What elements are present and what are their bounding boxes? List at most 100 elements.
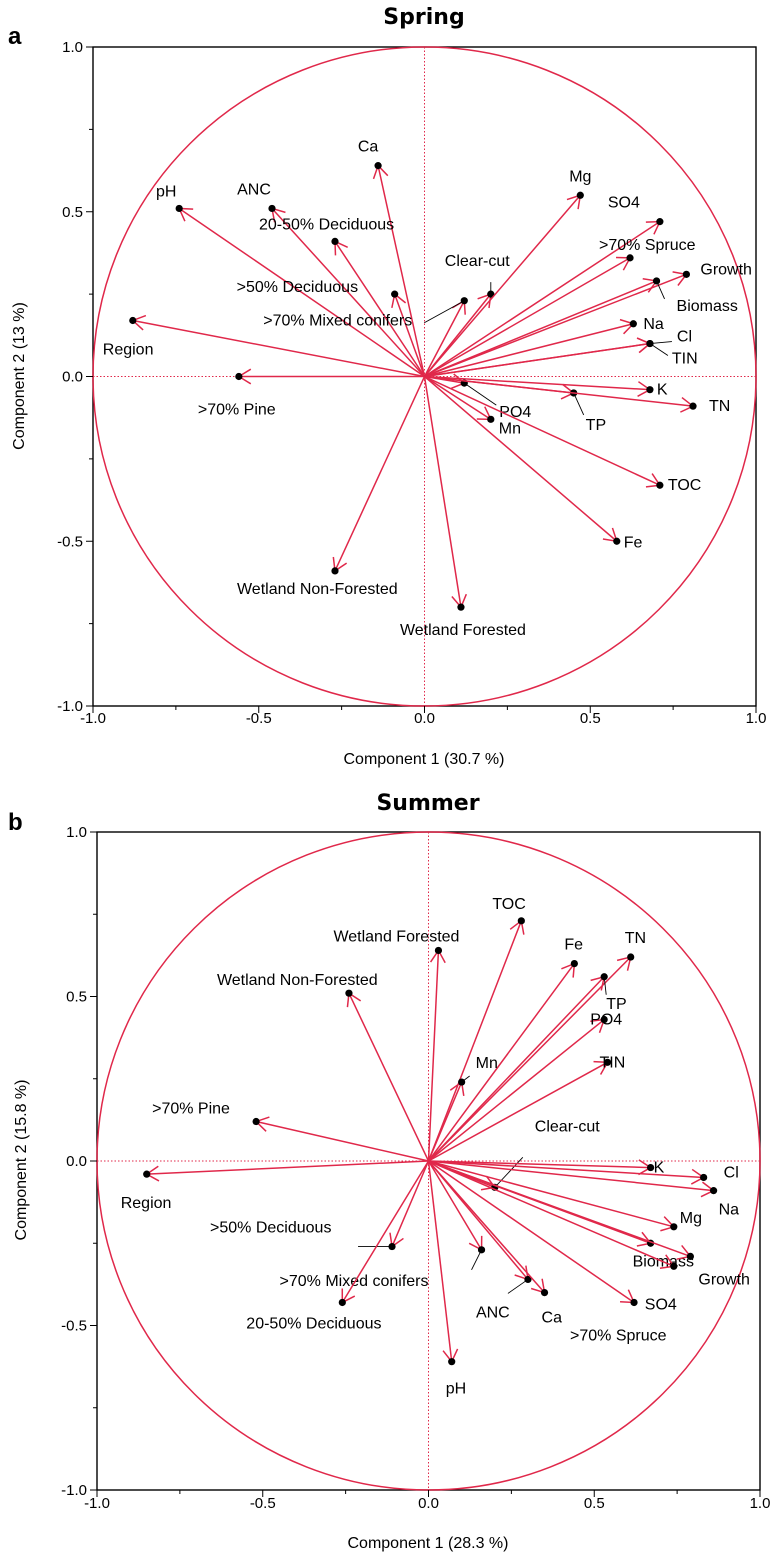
point-mn	[487, 415, 495, 423]
vector-k	[424, 375, 650, 391]
label-k: K	[654, 1160, 665, 1177]
x-tick-label: 0.5	[584, 1495, 605, 1512]
label-gt70pct-pine: >70% Pine	[152, 1101, 230, 1118]
point-ca	[540, 1289, 549, 1297]
point-gt70pct-pine	[252, 1117, 260, 1126]
x-tick-label: -1.0	[84, 1495, 110, 1512]
point-k	[646, 386, 654, 394]
vector-na	[424, 323, 634, 378]
label-cl: Cl	[677, 329, 692, 346]
label-ca: Ca	[358, 139, 379, 156]
x-tick-label: -0.5	[250, 1495, 276, 1512]
vector-gt70pct-spruce	[424, 257, 631, 378]
point-ph	[448, 1358, 456, 1366]
label-region: Region	[121, 1195, 172, 1212]
point-wetland-non-forested	[345, 989, 353, 997]
point-mg	[670, 1223, 678, 1231]
label-20-50pct-deciduous: 20-50% Deciduous	[246, 1315, 381, 1332]
x-tick-label: 1.0	[750, 1495, 771, 1512]
leader-biomass	[656, 280, 665, 300]
point-gt70pct-pine	[235, 372, 243, 381]
point-mg	[576, 191, 584, 199]
leader-tp	[573, 392, 585, 416]
label-so4: SO4	[608, 195, 640, 212]
leader-tin	[649, 343, 669, 356]
label-wetland-forested: Wetland Forested	[333, 928, 459, 945]
vector-ca	[377, 165, 426, 377]
point-wetland-forested	[434, 946, 443, 955]
point-anc	[268, 204, 276, 213]
point-growth	[682, 270, 690, 278]
vector-fe	[427, 963, 575, 1162]
label-tp: TP	[586, 417, 606, 434]
label-ca: Ca	[542, 1310, 563, 1327]
vector-tn	[424, 375, 694, 407]
vector-so4	[428, 1160, 675, 1267]
y-tick-label: -1.0	[61, 1482, 87, 1499]
point-na	[709, 1187, 718, 1195]
label-clear-cut: Clear-cut	[535, 1118, 600, 1135]
vector-growth	[428, 1160, 691, 1258]
spring-chart: a Spring -1.0 -0.5 0.0 0.5 1.0 -1.0 -0.5 0.0 0.5…	[8, 5, 767, 768]
label-growth: Growth	[700, 261, 752, 278]
vector-mn	[424, 375, 492, 420]
y-tick-label: 0.5	[62, 204, 83, 221]
point-20-50pct-deciduous	[331, 237, 339, 246]
chart-title: Spring	[383, 5, 464, 30]
point-fe	[613, 537, 621, 545]
label-wetland-non-forested: Wetland Non-Forested	[237, 581, 398, 598]
vector-20-50pct-deciduous	[341, 1160, 430, 1303]
label-mg: Mg	[569, 168, 591, 185]
label-tn: TN	[709, 398, 730, 415]
vector-gt70pct-mixed-conifers	[423, 300, 465, 377]
label-k: K	[657, 382, 668, 399]
label-na: Na	[719, 1202, 740, 1219]
vector-wetland-forested	[427, 950, 440, 1162]
label-ph: pH	[446, 1381, 466, 1398]
x-tick-label: -1.0	[80, 710, 106, 727]
vector-gt50pct-deciduous	[393, 293, 426, 377]
label-tin: TIN	[672, 351, 698, 368]
x-tick-label: 1.0	[746, 710, 767, 727]
label-po4: PO4	[499, 404, 531, 421]
y-axis-label: Component 2 (13 %)	[11, 302, 28, 450]
label-wetland-forested: Wetland Forested	[400, 622, 526, 639]
point-gt70pct-spruce	[626, 254, 634, 262]
label-gt70pct-spruce: >70% Spruce	[570, 1327, 667, 1344]
vector-mg	[423, 194, 581, 377]
label-gt50pct-deciduous: >50% Deciduous	[210, 1220, 331, 1237]
vector-fe	[424, 375, 618, 542]
vector-wetland-non-forested	[334, 376, 426, 572]
label-20-50pct-deciduous: 20-50% Deciduous	[259, 216, 394, 233]
vector-gt70pct-pine	[255, 1120, 429, 1162]
label-so4: SO4	[645, 1296, 677, 1313]
point-gt70pct-spruce	[630, 1298, 638, 1307]
label-ph: pH	[156, 183, 176, 200]
label-growth: Growth	[698, 1271, 750, 1288]
y-tick-label: 0.5	[66, 989, 87, 1006]
x-tick-label: 0.5	[580, 710, 601, 727]
vector-20-50pct-deciduous	[334, 240, 426, 377]
plot-area: -1.0 -0.5 0.0 0.5 1.0 -1.0 -0.5 0.0 0.5 1.0 TOC Wet…	[61, 824, 770, 1512]
point-growth	[686, 1252, 694, 1261]
vector-gt50pct-deciduous	[391, 1160, 430, 1247]
point-k	[647, 1163, 655, 1172]
vector-cl	[428, 1160, 704, 1179]
point-toc	[656, 481, 664, 489]
point-wetland-non-forested	[331, 567, 339, 575]
vector-po4	[428, 1018, 605, 1162]
x-tick-label: -0.5	[246, 710, 272, 727]
label-gt70pct-pine: >70% Pine	[198, 402, 276, 419]
point-region	[143, 1170, 151, 1178]
point-na	[629, 320, 637, 328]
y-tick-label: -0.5	[57, 533, 83, 550]
vector-ca	[427, 1160, 546, 1294]
x-axis-label: Component 1 (28.3 %)	[348, 1535, 509, 1552]
label-na: Na	[643, 316, 664, 333]
label-cl: Cl	[724, 1164, 739, 1181]
vector-tin	[428, 1061, 608, 1162]
vector-tn	[427, 956, 632, 1162]
vector-tp	[427, 976, 605, 1162]
y-tick-label: 0.0	[66, 1153, 87, 1170]
vector-gt70pct-spruce	[428, 1160, 635, 1304]
